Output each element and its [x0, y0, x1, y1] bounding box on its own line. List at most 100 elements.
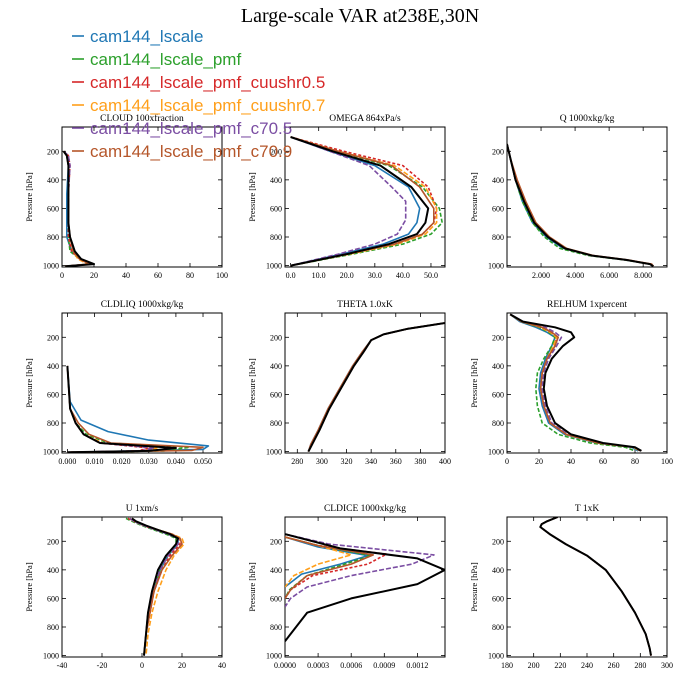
x-tick-label: 8.000	[634, 271, 652, 280]
y-tick-label: 800	[47, 233, 59, 242]
series-line-cam144-lscale-pmf-c70-9	[290, 136, 435, 267]
series-line-cam144-lscale-pmf	[507, 143, 654, 267]
x-tick-label: 0.030	[140, 457, 158, 466]
reference-line	[131, 517, 179, 656]
series-group	[285, 533, 445, 642]
x-tick-label: 0.0009	[373, 661, 395, 670]
y-tick-label: 200	[492, 147, 504, 156]
y-axis-label: Pressure [hPa]	[24, 172, 34, 222]
x-tick-label: 280	[634, 661, 646, 670]
x-tick-label: 40.0	[396, 271, 410, 280]
y-tick-label: 1000	[43, 448, 59, 457]
series-line-cam144-lscale-pmf	[125, 517, 177, 656]
y-tick-label: 600	[47, 204, 59, 213]
x-tick-label: 0.040	[167, 457, 185, 466]
y-tick-label: 800	[270, 419, 282, 428]
x-tick-label: 0.020	[113, 457, 131, 466]
y-tick-label: 400	[47, 176, 59, 185]
y-tick-label: 200	[47, 147, 59, 156]
x-tick-label: 280	[291, 457, 303, 466]
y-tick-label: 600	[270, 204, 282, 213]
panel-title: U 1xm/s	[126, 504, 159, 514]
series-group	[290, 136, 444, 267]
y-tick-label: 1000	[43, 652, 59, 661]
series-line-cam144-lscale-pmf	[307, 322, 445, 452]
y-tick-label: 800	[492, 233, 504, 242]
panel-title: OMEGA 864xPa/s	[329, 114, 401, 124]
plot-frame	[506, 126, 668, 268]
series-line-cam144-lscale-pmf-c70-9	[507, 143, 655, 267]
series-group	[509, 313, 642, 452]
x-tick-label: 40	[122, 271, 130, 280]
y-tick-label: 200	[492, 537, 504, 546]
series-line-cam144-lscale	[290, 136, 421, 267]
panel-title: THETA 1.0xK	[337, 300, 393, 310]
series-line-cam144-lscale	[507, 143, 654, 267]
series-line-cam144-lscale	[307, 322, 445, 452]
x-tick-label: 100	[216, 271, 228, 280]
series-line-cam144-lscale-pmf-c70-5	[285, 533, 435, 608]
x-tick-label: 380	[414, 457, 426, 466]
series-line-cam144-lscale-pmf-c70-5	[509, 313, 642, 452]
series-group	[507, 143, 655, 267]
x-tick-label: 10.0	[312, 271, 326, 280]
x-tick-label: 80	[631, 457, 639, 466]
series-line-cam144-lscale-pmf-c70-9	[131, 517, 183, 656]
series-line-cam144-lscale-pmf-c70-9	[307, 322, 445, 452]
x-tick-label: 340	[365, 457, 377, 466]
y-tick-label: 200	[270, 147, 282, 156]
y-axis-label: Pressure [hPa]	[24, 358, 34, 408]
y-tick-label: 200	[47, 333, 59, 342]
x-tick-label: 20	[178, 661, 186, 670]
x-tick-label: 220	[554, 661, 566, 670]
panel-2: OMEGA 864xPa/s Pressure [hPa] 200 400 600 800…	[247, 114, 446, 280]
series-line-cam144-lscale-pmf-c70-9	[509, 313, 641, 452]
y-axis-label: Pressure [hPa]	[247, 172, 257, 222]
y-tick-label: 200	[270, 537, 282, 546]
x-tick-label: 240	[581, 661, 593, 670]
x-tick-label: 50.0	[424, 271, 438, 280]
x-tick-label: 400	[439, 457, 451, 466]
y-axis-label: Pressure [hPa]	[247, 358, 257, 408]
x-tick-label: 0	[60, 271, 64, 280]
y-axis-label: Pressure [hPa]	[469, 562, 479, 612]
legend-item: cam144_lscale_pmf_c70.5	[90, 119, 292, 138]
figure-title: Large-scale VAR at238E,30N	[241, 5, 479, 27]
panel-title: T 1xK	[575, 504, 600, 514]
legend-item: cam144_lscale	[90, 27, 203, 46]
y-tick-label: 600	[270, 594, 282, 603]
x-tick-label: 0.0006	[340, 661, 362, 670]
series-line-cam144-lscale-pmf-cuushr0-7	[507, 143, 654, 267]
y-tick-label: 400	[47, 566, 59, 575]
series-line-cam144-lscale-pmf-c70-5	[307, 322, 445, 452]
panel-4: CLDLIQ 1000xkg/kg Pressure [hPa] 200 400 600…	[24, 300, 223, 466]
x-tick-label: 0.0	[286, 271, 296, 280]
y-tick-label: 1000	[488, 652, 504, 661]
series-line-cam144-lscale-pmf-c70-5	[507, 143, 654, 267]
series-line-cam144-lscale-pmf-c70-9	[285, 536, 375, 599]
y-axis-label: Pressure [hPa]	[24, 562, 34, 612]
y-tick-label: 800	[270, 623, 282, 632]
x-tick-label: 0.0012	[406, 661, 428, 670]
series-line-cam144-lscale-pmf-cuushr0-5	[307, 322, 445, 452]
x-tick-label: 360	[390, 457, 402, 466]
series-line-cam144-lscale-pmf-cuushr0-7	[307, 322, 445, 452]
x-tick-label: 20	[90, 271, 98, 280]
plot-frame	[506, 516, 668, 658]
legend-item: cam144_lscale_pmf_cuushr0.5	[90, 73, 325, 92]
reference-line	[62, 150, 95, 267]
y-tick-label: 1000	[488, 262, 504, 271]
y-tick-label: 1000	[266, 262, 282, 271]
panel-title: Q 1000xkg/kg	[560, 114, 615, 124]
y-tick-label: 200	[270, 333, 282, 342]
x-tick-label: 0	[505, 457, 509, 466]
series-line-cam144-lscale-pmf	[285, 536, 372, 599]
y-tick-label: 600	[47, 390, 59, 399]
x-tick-label: 0.0003	[307, 661, 329, 670]
x-tick-label: 20.0	[340, 271, 354, 280]
x-tick-label: 2.000	[532, 271, 550, 280]
y-tick-label: 200	[47, 537, 59, 546]
y-tick-label: 400	[270, 362, 282, 371]
